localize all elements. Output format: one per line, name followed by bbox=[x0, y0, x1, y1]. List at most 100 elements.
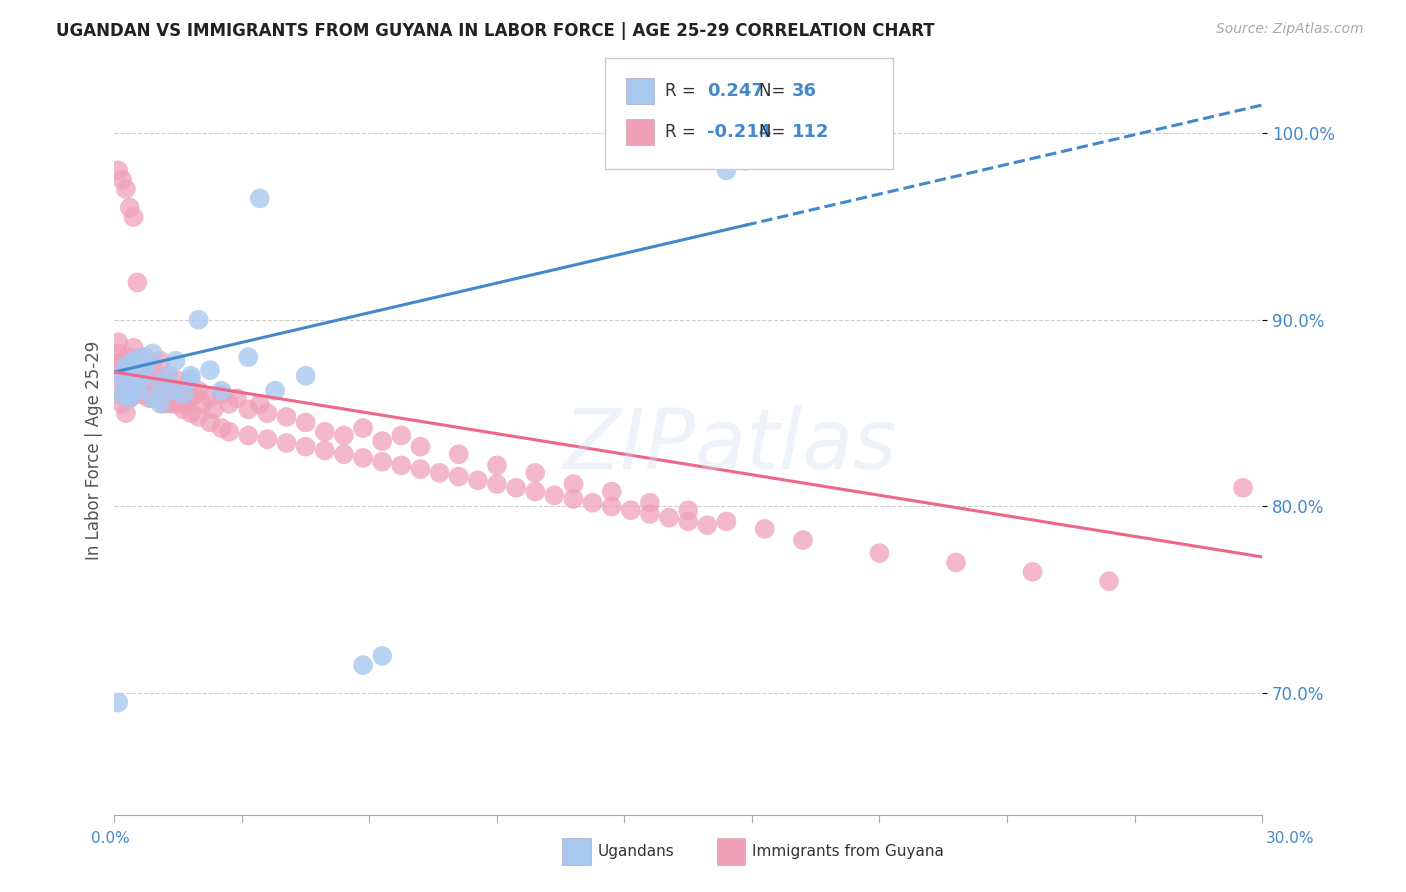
Point bbox=[333, 447, 356, 461]
Point bbox=[149, 354, 172, 368]
Point bbox=[107, 346, 129, 360]
Point bbox=[160, 397, 183, 411]
Point bbox=[202, 402, 225, 417]
Point bbox=[156, 368, 179, 383]
Point bbox=[1098, 574, 1121, 589]
Point bbox=[118, 387, 141, 401]
Point bbox=[153, 397, 176, 411]
Text: UGANDAN VS IMMIGRANTS FROM GUYANA IN LABOR FORCE | AGE 25-29 CORRELATION CHART: UGANDAN VS IMMIGRANTS FROM GUYANA IN LAB… bbox=[56, 22, 935, 40]
Point bbox=[352, 421, 374, 435]
Point bbox=[562, 477, 585, 491]
Point bbox=[524, 484, 547, 499]
Text: Immigrants from Guyana: Immigrants from Guyana bbox=[752, 845, 943, 859]
Point bbox=[111, 359, 134, 374]
Point bbox=[180, 368, 202, 383]
Point bbox=[160, 384, 183, 398]
Point bbox=[107, 696, 129, 710]
Point bbox=[294, 440, 316, 454]
Point bbox=[276, 409, 298, 424]
Text: N=: N= bbox=[759, 123, 790, 141]
Point bbox=[134, 368, 156, 383]
Point bbox=[115, 384, 138, 398]
Point bbox=[429, 466, 451, 480]
Point bbox=[149, 384, 172, 398]
Point bbox=[1232, 481, 1254, 495]
Point bbox=[754, 522, 776, 536]
Point bbox=[264, 384, 287, 398]
Point bbox=[127, 384, 149, 398]
Point bbox=[134, 359, 156, 374]
Text: 30.0%: 30.0% bbox=[1267, 831, 1315, 846]
Point bbox=[127, 384, 149, 398]
Point bbox=[249, 191, 271, 205]
Point bbox=[122, 358, 145, 372]
Point bbox=[696, 518, 718, 533]
Point bbox=[107, 335, 129, 350]
Point bbox=[111, 368, 134, 383]
Point bbox=[371, 455, 394, 469]
Point bbox=[169, 387, 191, 401]
Point bbox=[620, 503, 643, 517]
Point bbox=[129, 350, 152, 364]
Point bbox=[211, 384, 233, 398]
Point bbox=[149, 376, 172, 391]
Point bbox=[145, 372, 167, 386]
Point bbox=[118, 391, 141, 405]
Text: 36: 36 bbox=[792, 82, 817, 100]
Point bbox=[447, 469, 470, 483]
Text: 0.0%: 0.0% bbox=[91, 831, 131, 846]
Point bbox=[134, 378, 156, 392]
Text: 0.247: 0.247 bbox=[707, 82, 763, 100]
Text: 112: 112 bbox=[792, 123, 830, 141]
Point bbox=[142, 378, 165, 392]
Point bbox=[122, 387, 145, 401]
Point bbox=[314, 425, 336, 439]
Point bbox=[198, 416, 221, 430]
Point bbox=[111, 354, 134, 368]
Point bbox=[211, 421, 233, 435]
Point bbox=[172, 402, 194, 417]
Point bbox=[1021, 565, 1043, 579]
Point bbox=[142, 387, 165, 401]
Point bbox=[562, 491, 585, 506]
Point bbox=[447, 447, 470, 461]
Point bbox=[180, 391, 202, 405]
Point bbox=[115, 368, 138, 383]
Point bbox=[256, 406, 278, 420]
Point bbox=[111, 172, 134, 186]
Point bbox=[122, 354, 145, 368]
Point bbox=[371, 648, 394, 663]
Text: N=: N= bbox=[759, 82, 790, 100]
Point bbox=[187, 384, 209, 398]
Point bbox=[118, 201, 141, 215]
Point bbox=[129, 359, 152, 374]
Point bbox=[142, 391, 165, 405]
Point bbox=[107, 163, 129, 178]
Text: Ugandans: Ugandans bbox=[598, 845, 675, 859]
Point bbox=[165, 354, 187, 368]
Text: Source: ZipAtlas.com: Source: ZipAtlas.com bbox=[1216, 22, 1364, 37]
Point bbox=[122, 210, 145, 224]
Text: ZIPatlas: ZIPatlas bbox=[564, 406, 898, 486]
Point bbox=[524, 466, 547, 480]
Point bbox=[176, 378, 198, 392]
Point bbox=[115, 359, 138, 374]
Point bbox=[485, 477, 508, 491]
Point bbox=[127, 276, 149, 290]
Point bbox=[314, 443, 336, 458]
Point bbox=[111, 372, 134, 386]
Point bbox=[198, 363, 221, 377]
Point bbox=[180, 406, 202, 420]
Point bbox=[225, 391, 247, 405]
Point bbox=[238, 428, 260, 442]
Point bbox=[118, 350, 141, 364]
Point bbox=[118, 378, 141, 392]
Point bbox=[792, 533, 814, 547]
Point bbox=[142, 359, 165, 374]
Point bbox=[149, 397, 172, 411]
Point bbox=[256, 432, 278, 446]
Point bbox=[127, 368, 149, 383]
Point bbox=[658, 510, 681, 524]
Text: R =: R = bbox=[665, 82, 702, 100]
Point bbox=[122, 341, 145, 355]
